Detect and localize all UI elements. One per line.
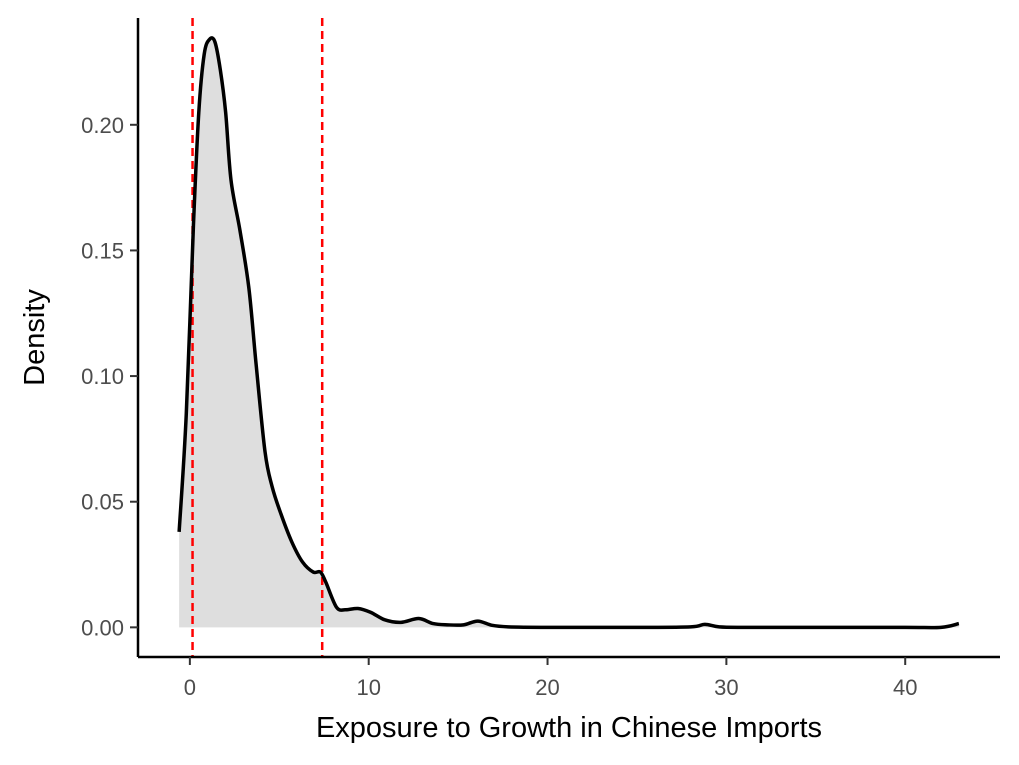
x-tick-label: 20	[535, 675, 559, 700]
x-tick-label: 30	[714, 675, 738, 700]
x-tick-label: 0	[184, 675, 196, 700]
x-tick-label: 40	[893, 675, 917, 700]
density-line	[177, 36, 960, 630]
y-tick-label: 0.20	[81, 113, 124, 138]
y-tick-label: 0.10	[81, 364, 124, 389]
y-tick-label: 0.15	[81, 238, 124, 263]
x-axis-ticks: 0 10 20 30 40	[184, 657, 917, 700]
y-tick-label: 0.05	[81, 490, 124, 515]
y-axis-title: Density	[19, 289, 51, 386]
y-axis-ticks: 0.00 0.05 0.10 0.15 0.20	[81, 113, 138, 640]
x-axis-title: Exposure to Growth in Chinese Imports	[316, 712, 822, 744]
y-tick-label: 0.00	[81, 615, 124, 640]
density-area	[179, 37, 959, 628]
plot-area	[177, 18, 960, 657]
x-tick-label: 10	[356, 675, 380, 700]
